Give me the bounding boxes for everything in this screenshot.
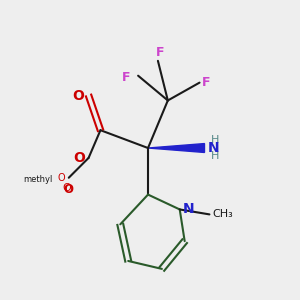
Text: F: F (202, 76, 210, 89)
Text: H: H (210, 151, 219, 161)
Text: F: F (122, 71, 130, 84)
Text: O: O (62, 183, 71, 193)
Text: O: O (64, 183, 74, 196)
Text: O: O (74, 151, 85, 165)
Text: CH₃: CH₃ (212, 209, 233, 219)
Text: N: N (208, 141, 219, 155)
Text: methyl: methyl (23, 175, 53, 184)
Text: H: H (210, 135, 219, 145)
Text: N: N (183, 202, 194, 216)
Polygon shape (148, 144, 205, 152)
Text: O: O (73, 88, 85, 103)
Text: F: F (156, 46, 164, 59)
Text: O: O (57, 173, 65, 183)
